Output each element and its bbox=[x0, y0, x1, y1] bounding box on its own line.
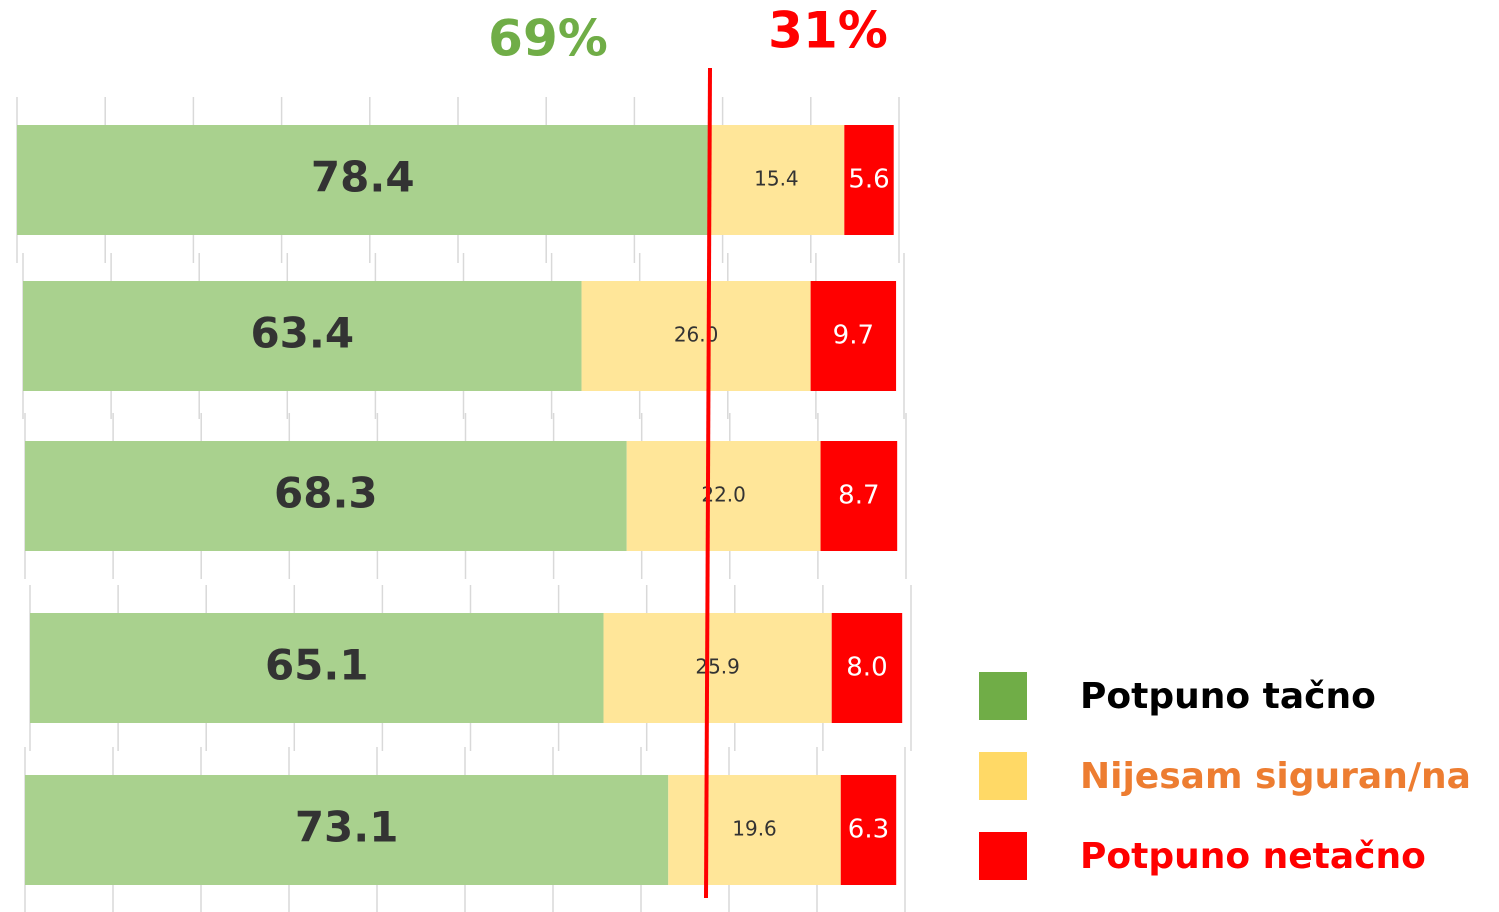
bar-segment bbox=[603, 613, 832, 723]
value-label: 5.6 bbox=[848, 165, 889, 195]
value-label: 8.0 bbox=[846, 653, 887, 683]
legend-swatch bbox=[979, 752, 1027, 800]
value-label: 65.1 bbox=[265, 641, 369, 690]
value-label: 26.0 bbox=[674, 323, 719, 347]
bar-segment bbox=[810, 281, 897, 391]
value-label: 8.7 bbox=[838, 481, 879, 511]
annotation: 69% bbox=[488, 10, 608, 68]
bar-segment bbox=[581, 281, 811, 391]
bar-segment bbox=[30, 613, 604, 723]
bar-segment bbox=[820, 441, 898, 551]
value-label: 15.4 bbox=[754, 167, 799, 191]
bar-segment bbox=[668, 775, 841, 885]
bar-segment bbox=[25, 441, 627, 551]
legend-label: Nijesam siguran/na bbox=[1080, 756, 1471, 797]
bar-segment bbox=[25, 775, 669, 885]
annotation: 31% bbox=[768, 2, 888, 60]
legend: Potpuno tačno Nijesam siguran/na Potpuno n… bbox=[979, 672, 1471, 880]
bar-segment bbox=[831, 613, 903, 723]
value-label: 68.3 bbox=[274, 469, 378, 518]
value-label: 73.1 bbox=[295, 803, 399, 852]
bar-segment bbox=[708, 125, 845, 235]
bar-segment bbox=[23, 281, 582, 391]
value-label: 6.3 bbox=[848, 815, 889, 845]
legend-label: Potpuno tačno bbox=[1080, 676, 1376, 717]
bar-segment bbox=[17, 125, 709, 235]
bar-segment bbox=[626, 441, 821, 551]
value-label: 25.9 bbox=[695, 655, 740, 679]
divider-line bbox=[704, 67, 712, 899]
legend-swatch bbox=[979, 832, 1027, 880]
bars: 78.4 15.4 5.663.4 26.0 9.768.3 22.0 8.765.1 25.… bbox=[17, 125, 903, 885]
value-label: 63.4 bbox=[250, 309, 354, 358]
legend-swatch bbox=[979, 672, 1027, 720]
value-label: 78.4 bbox=[311, 153, 415, 202]
bar-segment bbox=[844, 125, 894, 235]
value-label: 19.6 bbox=[732, 817, 777, 841]
legend-label: Potpuno netačno bbox=[1080, 836, 1426, 877]
value-label: 9.7 bbox=[833, 321, 874, 351]
bar-segment bbox=[840, 775, 897, 885]
